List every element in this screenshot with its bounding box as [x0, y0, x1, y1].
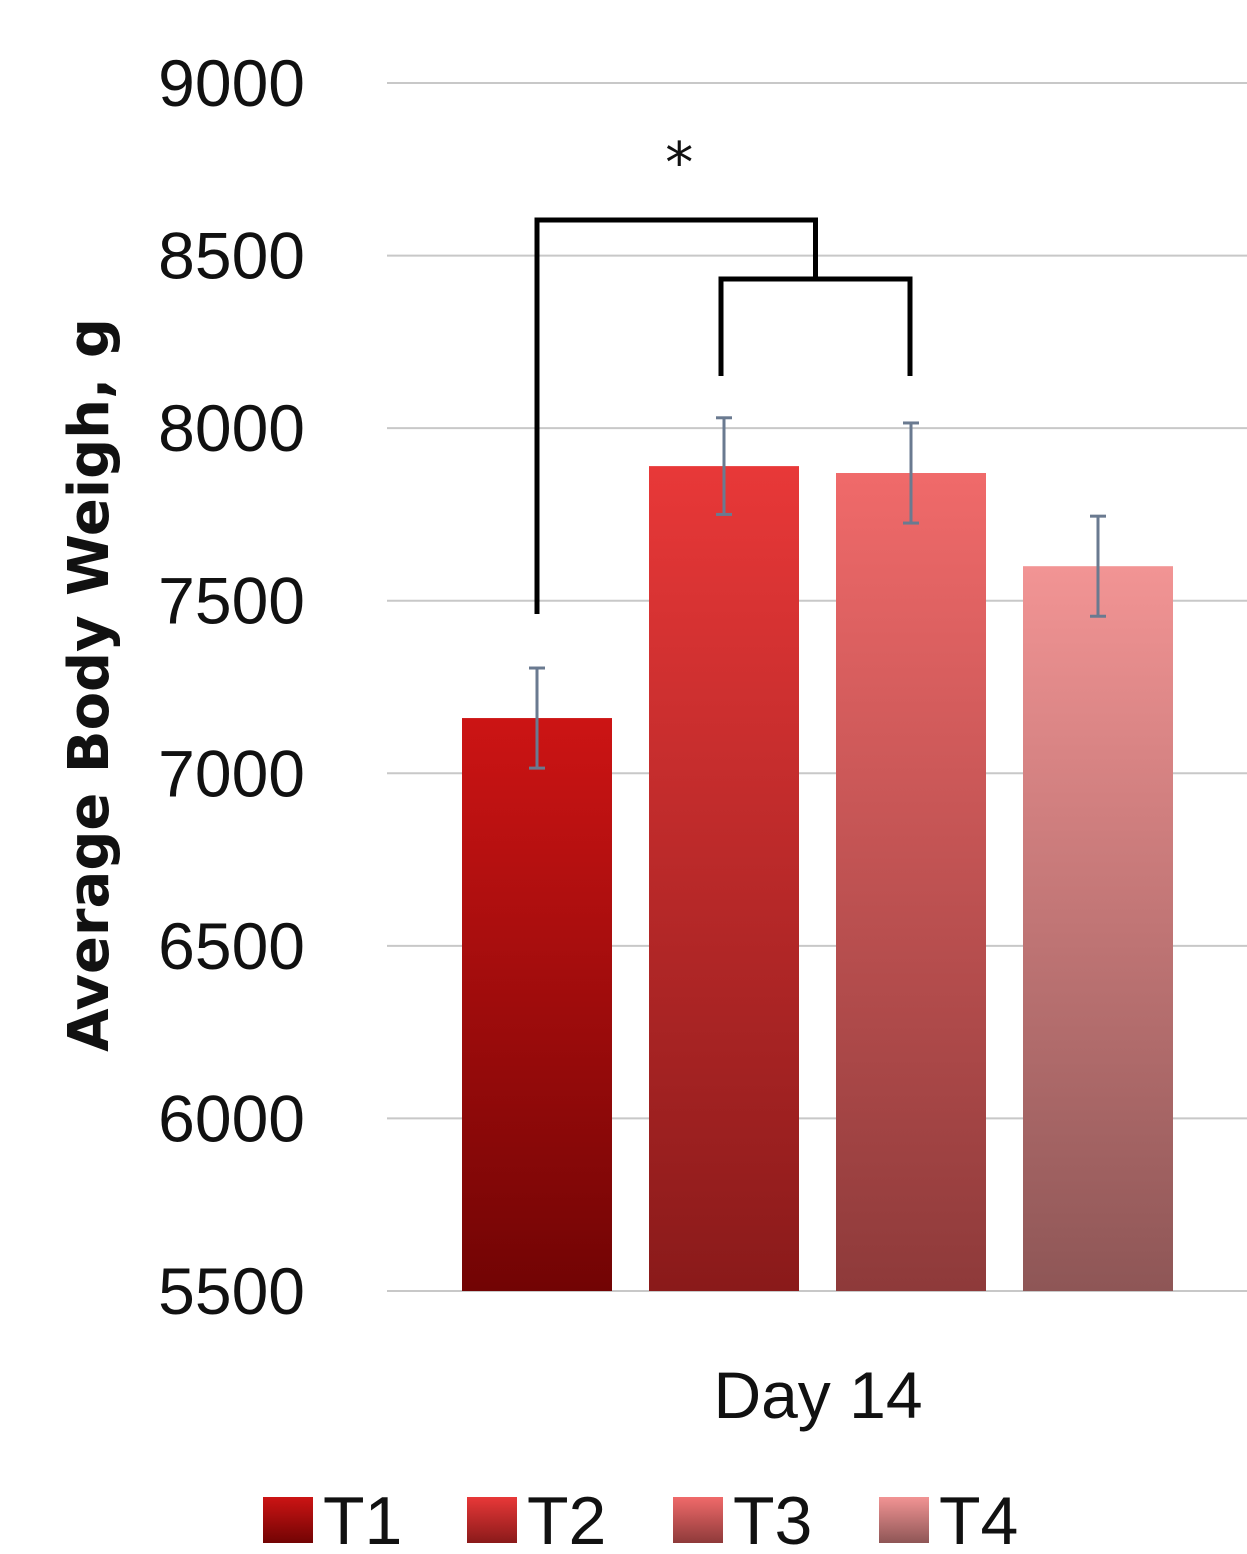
legend-label-t3: T3 [733, 1483, 812, 1554]
bars [462, 466, 1173, 1291]
y-tick-label: 6000 [158, 1081, 305, 1155]
bar-t1 [462, 718, 612, 1291]
legend-swatch-t2 [467, 1497, 517, 1543]
legend-swatch-t3 [673, 1497, 723, 1543]
y-tick-label: 6500 [158, 909, 305, 983]
legend-swatch-t1 [263, 1497, 313, 1543]
legend-label-t1: T1 [323, 1483, 402, 1554]
x-category-label: Day 14 [713, 1358, 922, 1432]
bar-t4 [1023, 566, 1173, 1291]
y-tick-label: 8000 [158, 391, 305, 465]
y-axis-label: Average Body Weigh, g [57, 318, 122, 1052]
legend-label-t4: T4 [939, 1483, 1018, 1554]
y-tick-label: 9000 [158, 46, 305, 120]
y-tick-label: 5500 [158, 1254, 305, 1328]
legend: T1 T2 T3 T4 [263, 1483, 1018, 1554]
bar-t3 [836, 473, 986, 1291]
y-tick-label: 8500 [158, 219, 305, 293]
y-tick-label: 7500 [158, 564, 305, 638]
error-bars [529, 416, 1106, 770]
significance-bracket: * [534, 131, 913, 614]
significance-bracket-outer [534, 217, 818, 614]
legend-label-t2: T2 [527, 1483, 606, 1554]
legend-swatch-t4 [879, 1497, 929, 1543]
y-axis-ticks: 5500 6000 6500 7000 7500 8000 8500 9000 [158, 46, 305, 1328]
y-tick-label: 7000 [158, 736, 305, 810]
significance-star: * [665, 131, 693, 196]
bar-t2 [649, 466, 799, 1291]
significance-bracket-inner [718, 276, 913, 376]
